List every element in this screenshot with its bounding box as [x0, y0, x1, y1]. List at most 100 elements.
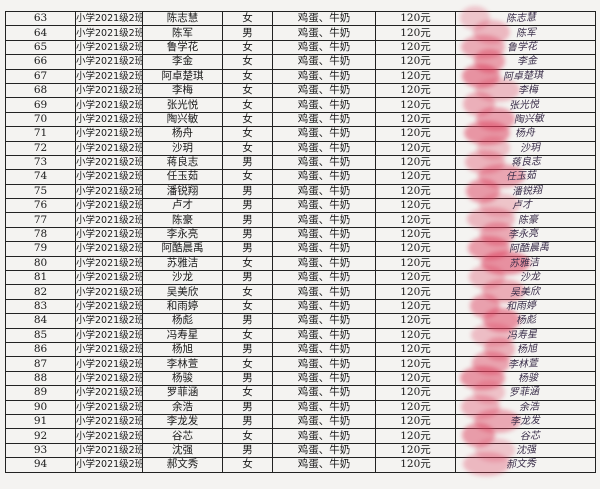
gender-cell: 男: [222, 370, 273, 387]
row-number: 84: [5, 313, 76, 329]
amount-cell: 120元: [375, 111, 456, 128]
gender-cell: 男: [222, 241, 273, 257]
fingerprint-mark: [481, 250, 530, 275]
fingerprint-mark: [474, 408, 520, 433]
items-cell: 鸡蛋、牛奶: [272, 10, 376, 27]
row-number: 65: [5, 39, 76, 56]
handwritten-signature: 沙玥: [519, 142, 541, 155]
table-row: 65 小学2021级2班 鲁学花女鸡蛋、牛奶 120元 鲁学花: [5, 34, 596, 59]
row-number: 77: [5, 212, 76, 228]
gender-cell: 女: [222, 457, 273, 473]
table-row: 80 小学2021级2班 苏雅洁女鸡蛋、牛奶 120元 苏雅洁: [5, 250, 596, 275]
class-cell: 小学2021级2班: [75, 39, 143, 56]
items-cell: 鸡蛋、牛奶: [272, 68, 376, 84]
gender-cell: 女: [222, 327, 273, 343]
gender-cell: 女: [222, 356, 273, 372]
handwritten-signature: 杨彪: [515, 314, 537, 327]
student-name: 李永亮: [142, 226, 223, 243]
amount-cell: 120元: [375, 341, 456, 358]
signature-cell: 郝文秀: [455, 452, 596, 477]
table-row: 86 小学2021级2班 杨旭男鸡蛋、牛奶 120元 杨旭: [5, 336, 596, 361]
items-cell: 鸡蛋、牛奶: [272, 154, 376, 171]
class-cell: 小学2021级2班: [75, 241, 143, 257]
class-cell: 小学2021级2班: [75, 442, 143, 459]
amount-cell: 120元: [375, 399, 456, 415]
row-number: 74: [5, 169, 76, 185]
handwritten-signature: 吴美欣: [509, 285, 541, 299]
table-row: 72 小学2021级2班 沙玥女鸡蛋、牛奶 120元 沙玥: [5, 135, 596, 160]
fingerprint-mark: [467, 207, 515, 232]
amount-cell: 120元: [375, 226, 456, 243]
gender-cell: 女: [222, 385, 273, 401]
handwritten-signature: 杨骏: [517, 372, 539, 385]
class-cell: 小学2021级2班: [75, 255, 143, 272]
amount-cell: 120元: [375, 10, 456, 27]
student-name: 蒋良志: [142, 154, 223, 171]
gender-cell: 女: [222, 169, 273, 185]
student-table: 63 小学2021级2班 陈志慧女鸡蛋、牛奶 120元 陈志慧 64 小学2021级2班 陈军…: [5, 6, 596, 477]
handwritten-signature: 苏雅洁: [508, 257, 540, 270]
row-number: 81: [5, 270, 76, 286]
amount-cell: 120元: [375, 154, 456, 171]
table-row: 70 小学2021级2班 陶兴敏女鸡蛋、牛奶 120元 陶兴敏: [5, 106, 596, 131]
handwritten-signature: 杨舟: [514, 127, 535, 140]
gender-cell: 女: [222, 68, 273, 84]
student-name: 杨舟: [142, 126, 223, 142]
gender-cell: 女: [222, 428, 273, 444]
fingerprint-mark: [475, 437, 515, 462]
handwritten-signature: 李永亮: [507, 228, 539, 241]
class-cell: 小学2021级2班: [75, 169, 143, 185]
fingerprint-mark: [483, 308, 520, 333]
fingerprint-mark: [463, 92, 495, 117]
handwritten-signature: 李林萱: [507, 357, 538, 371]
class-cell: 小学2021级2班: [75, 154, 143, 171]
signature-cell: 阿卓楚琪: [455, 63, 596, 88]
table-row: 89 小学2021级2班 罗菲涵女鸡蛋、牛奶 120元 罗菲涵: [5, 380, 596, 405]
fingerprint-mark: [477, 135, 510, 160]
amount-cell: 120元: [375, 25, 456, 41]
gender-cell: 女: [222, 140, 273, 156]
signature-cell: 余浩: [455, 394, 596, 419]
student-name: 吴美欣: [142, 284, 223, 300]
table-row: 82 小学2021级2班 吴美欣女鸡蛋、牛奶 120元 吴美欣: [5, 279, 596, 304]
amount-cell: 120元: [375, 183, 456, 200]
gender-cell: 男: [222, 413, 273, 430]
gender-cell: 男: [222, 399, 273, 415]
fingerprint-mark: [473, 380, 505, 405]
fingerprint-mark: [473, 20, 510, 45]
amount-cell: 120元: [375, 198, 456, 214]
gender-cell: 男: [222, 313, 273, 329]
gender-cell: 男: [222, 442, 273, 459]
row-number: 91: [5, 413, 76, 430]
class-cell: 小学2021级2班: [75, 284, 143, 300]
row-number: 63: [5, 10, 76, 27]
handwritten-signature: 阿酷晨禹: [508, 242, 549, 256]
items-cell: 鸡蛋、牛奶: [272, 356, 376, 372]
distribution-sheet: 63 小学2021级2班 陈志慧女鸡蛋、牛奶 120元 陈志慧 64 小学2021级2班 陈军…: [5, 6, 596, 477]
class-cell: 小学2021级2班: [75, 198, 143, 214]
amount-cell: 120元: [375, 126, 456, 142]
amount-cell: 120元: [375, 284, 456, 300]
items-cell: 鸡蛋、牛奶: [272, 370, 376, 387]
signature-cell: 李永亮: [455, 221, 596, 246]
class-cell: 小学2021级2班: [75, 370, 143, 387]
class-cell: 小学2021级2班: [75, 226, 143, 243]
student-name: 李林萱: [142, 356, 223, 372]
table-row: 91 小学2021级2班 李龙发男鸡蛋、牛奶 120元 李龙发: [5, 408, 596, 433]
class-cell: 小学2021级2班: [75, 97, 143, 113]
signature-cell: 李梅: [455, 77, 596, 102]
handwritten-signature: 卢才: [511, 199, 533, 212]
handwritten-signature: 任玉茹: [505, 170, 537, 184]
table-row: 74 小学2021级2班 任玉茹女鸡蛋、牛奶 120元 任玉茹: [5, 164, 596, 189]
items-cell: 鸡蛋、牛奶: [272, 183, 376, 200]
table-row: 78 小学2021级2班 李永亮男鸡蛋、牛奶 120元 李永亮: [5, 221, 596, 246]
signature-cell: 杨骏: [455, 365, 596, 390]
amount-cell: 120元: [375, 413, 456, 430]
handwritten-signature: 谷芯: [519, 429, 541, 443]
fingerprint-mark: [475, 77, 520, 102]
signature-cell: 陈军: [455, 20, 596, 45]
amount-cell: 120元: [375, 140, 456, 156]
row-number: 85: [5, 327, 76, 343]
table-row: 64 小学2021级2班 陈军男鸡蛋、牛奶 120元 陈军: [5, 20, 596, 45]
row-number: 87: [5, 356, 76, 372]
